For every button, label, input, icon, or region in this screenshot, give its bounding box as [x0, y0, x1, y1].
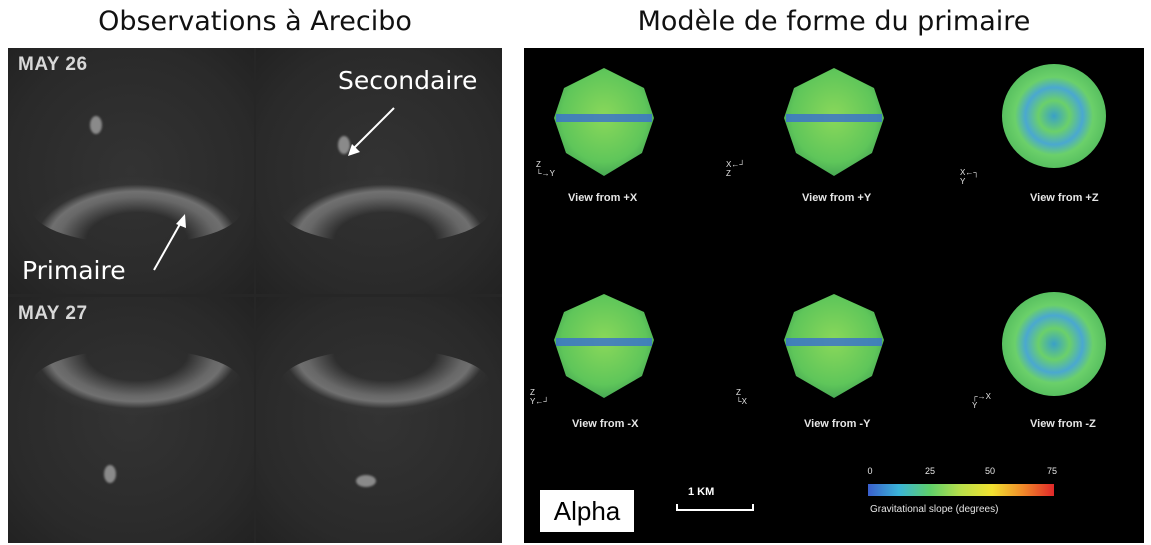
shape-model-renders: [554, 64, 1106, 398]
axis-indicator: Z └X: [736, 388, 748, 406]
colorbar-tick: 0: [867, 466, 873, 476]
scale-label: 1 KM: [688, 486, 715, 498]
axis-indicator: Z Y←┘: [530, 388, 550, 406]
secondary-arrow-head: [348, 144, 360, 156]
primary-echo: [32, 174, 242, 244]
view-label: View from +Y: [802, 192, 872, 204]
primary-echo: [32, 349, 242, 419]
body-view-plus-x: [554, 68, 654, 176]
colorbar: [868, 484, 1054, 496]
secondary-echo: [338, 136, 350, 154]
radar-frame-4: [256, 297, 502, 543]
secondary-echo: [356, 475, 376, 487]
shape-model-panel: View from +X View from +Y View from +Z V…: [524, 48, 1144, 543]
view-label: View from -Y: [804, 418, 871, 430]
secondary-arrow-line: [353, 107, 395, 149]
axis-indicator: Z └→Y: [536, 160, 556, 178]
body-view-minus-x: [554, 294, 654, 398]
body-view-plus-z: [1002, 64, 1106, 168]
view-label: View from -Z: [1030, 418, 1096, 430]
annotation-arrows: [153, 107, 395, 271]
secondary-echo: [90, 116, 102, 134]
date-label: MAY 26: [18, 54, 88, 75]
colorbar-title: Gravitational slope (degrees): [870, 504, 999, 515]
axis-indicator: X←┘ Z: [726, 160, 746, 178]
radar-image-panel: MAY 26 MAY 27 Secondaire Primaire: [8, 48, 502, 543]
primary-echo: [280, 174, 490, 244]
body-view-plus-y: [784, 68, 884, 176]
view-label: View from +X: [568, 192, 638, 204]
right-panel-title: Modèle de forme du primaire: [637, 6, 1031, 37]
radar-frame-1: MAY 26: [8, 48, 254, 294]
view-label: View from -X: [572, 418, 639, 430]
primary-arrow-head: [176, 214, 186, 228]
body-view-minus-z: [1002, 292, 1106, 396]
colorbar-tick: 25: [924, 466, 936, 476]
left-panel-title: Observations à Arecibo: [98, 6, 412, 37]
axis-indicator: X←┐ Y: [960, 168, 980, 186]
radar-frame-3: MAY 27: [8, 297, 254, 543]
primary-arrow-line: [153, 223, 181, 271]
date-label: MAY 27: [18, 303, 88, 324]
secondary-echo: [104, 465, 116, 483]
colorbar-tick: 50: [984, 466, 996, 476]
body-view-minus-y: [784, 294, 884, 398]
secondary-label: Secondaire: [338, 66, 478, 95]
scale-bar: [676, 504, 754, 511]
radar-frame-2: [256, 48, 502, 294]
axis-indicator: ┌→X Y: [972, 392, 992, 410]
view-label: View from +Z: [1030, 192, 1099, 204]
primary-echo: [280, 349, 490, 419]
colorbar-tick: 75: [1046, 466, 1058, 476]
primary-label: Primaire: [22, 256, 126, 285]
asteroid-name-label: Alpha: [540, 490, 634, 532]
